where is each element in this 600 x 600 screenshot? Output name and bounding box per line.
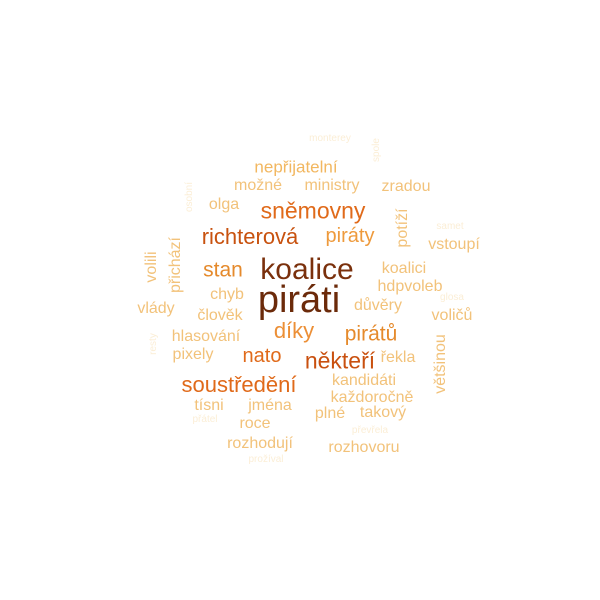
word-samet: samet [436,221,464,232]
word-koalice: koalice [260,253,354,286]
word-zradou: zradou [381,178,431,195]
word-olga: olga [208,196,240,213]
word-mozne: možné [233,177,283,194]
word-clovek: člověk [197,307,243,324]
word-plne: plné [314,405,346,422]
word-pixely: pixely [172,346,214,363]
word-pratel: přátel [192,414,218,425]
word-takovy: takový [359,404,407,421]
word-snemovny: sněmovny [260,197,366,224]
word-vetsinou: většinou [432,334,449,394]
word-piratu: pirátů [344,322,398,346]
word-osobni: osobní [184,181,195,213]
word-volili: volili [143,251,160,283]
word-rekla: řekla [380,349,416,366]
word-vlady: vlády [137,300,175,317]
word-resty: resty [148,333,159,355]
word-kandidati: kandidáti [331,372,397,389]
word-richterova: richterová [201,224,299,249]
word-volicu: voličů [431,307,473,324]
word-spole: spole [371,138,382,162]
word-hdpvoleb: hdpvoleb [377,278,443,295]
word-stan: stan [203,258,243,282]
word-rozhoduji: rozhodují [227,435,293,452]
word-glosa: glosa [440,292,464,303]
word-roce: roce [239,415,271,432]
word-monterey: monterey [309,133,351,144]
word-kazdorocne: každoročně [330,389,414,406]
word-soustredeni: soustředění [181,372,297,397]
word-neprijatelni: nepřijatelní [254,157,338,177]
word-prevrela: převřela [351,425,389,436]
word-pirati: piráti [257,279,341,321]
word-jmena: jména [248,397,292,414]
word-nato: nato [242,345,282,367]
word-nekteri: někteří [304,347,376,374]
word-tisni: tísni [194,397,224,414]
word-piraty: piráty [325,225,375,247]
word-vstoupi: vstoupí [428,236,480,253]
word-ministry: ministry [304,177,360,194]
word-koalici: koalici [381,260,427,277]
word-duvery: důvěry [353,297,403,314]
word-prichazi: přichází [167,236,184,294]
word-chyb: chyb [210,286,244,303]
word-diky: díky [273,318,315,343]
word-potizi: potíží [394,208,411,248]
word-hlasovani: hlasování [171,328,241,345]
word-rozhovoru: rozhovoru [328,439,400,456]
word-prozival: prožíval [248,454,284,465]
